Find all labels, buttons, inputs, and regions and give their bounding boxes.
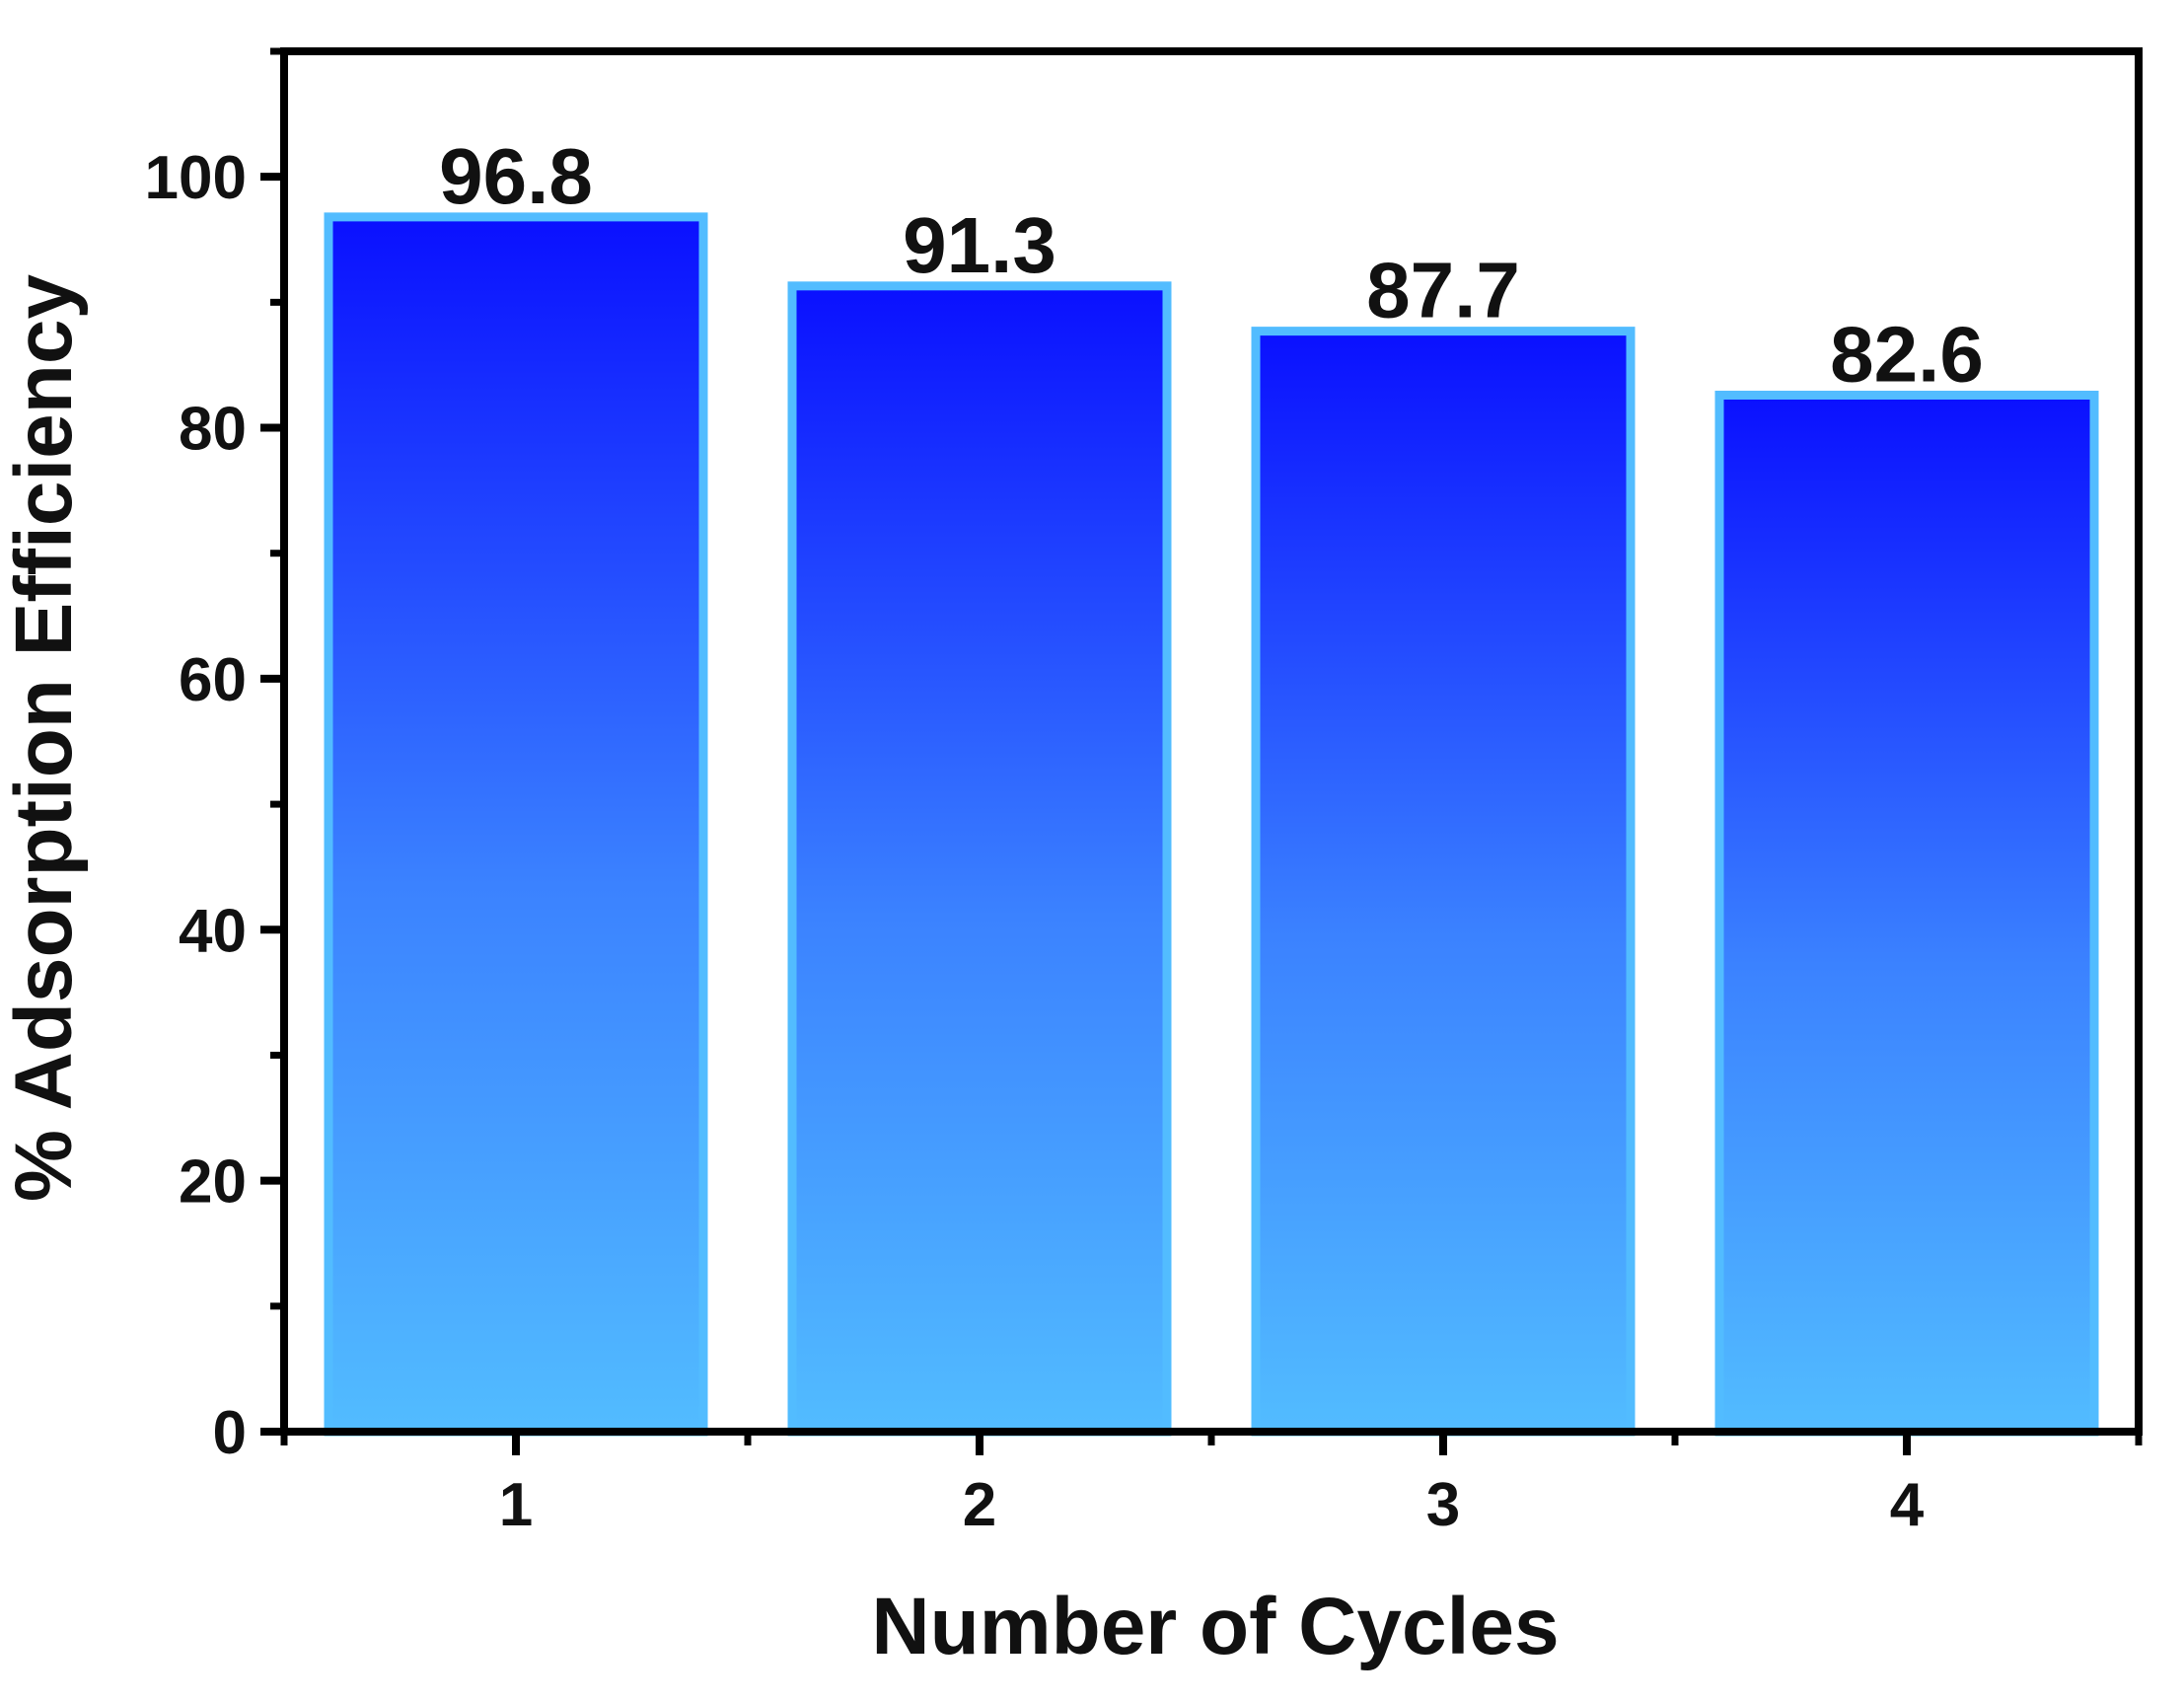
y-tick-label-40: 40: [179, 897, 247, 965]
data-label-cycle-4: 82.6: [1830, 310, 1984, 398]
bar-cycle-2: [787, 281, 1172, 1437]
y-tick-label-20: 20: [179, 1148, 247, 1217]
data-label-cycle-3: 87.7: [1366, 247, 1520, 334]
data-label-cycle-2: 91.3: [903, 201, 1056, 289]
x-tick-label-3: 3: [1426, 1471, 1460, 1539]
y-tick-label-100: 100: [145, 144, 247, 212]
bar-cycle-1: [324, 212, 708, 1437]
y-tick-label-80: 80: [179, 396, 247, 464]
x-tick-label-2: 2: [963, 1471, 996, 1539]
axes-layer: [260, 47, 2143, 1455]
y-tick-label-60: 60: [179, 646, 247, 714]
data-label-cycle-1: 96.8: [439, 132, 593, 220]
y-axis-title: % Adsorption Efficiency: [0, 274, 89, 1202]
bar-cycle-3: [1251, 327, 1636, 1437]
x-tick-label-4: 4: [1890, 1471, 1925, 1539]
x-axis-title: Number of Cycles: [871, 1582, 1559, 1671]
bar-cycle-4: [1714, 390, 2099, 1437]
y-tick-label-0: 0: [213, 1399, 247, 1467]
x-tick-label-1: 1: [499, 1471, 533, 1539]
plot-frame: [280, 47, 2143, 1436]
bars-layer: [324, 212, 2099, 1437]
